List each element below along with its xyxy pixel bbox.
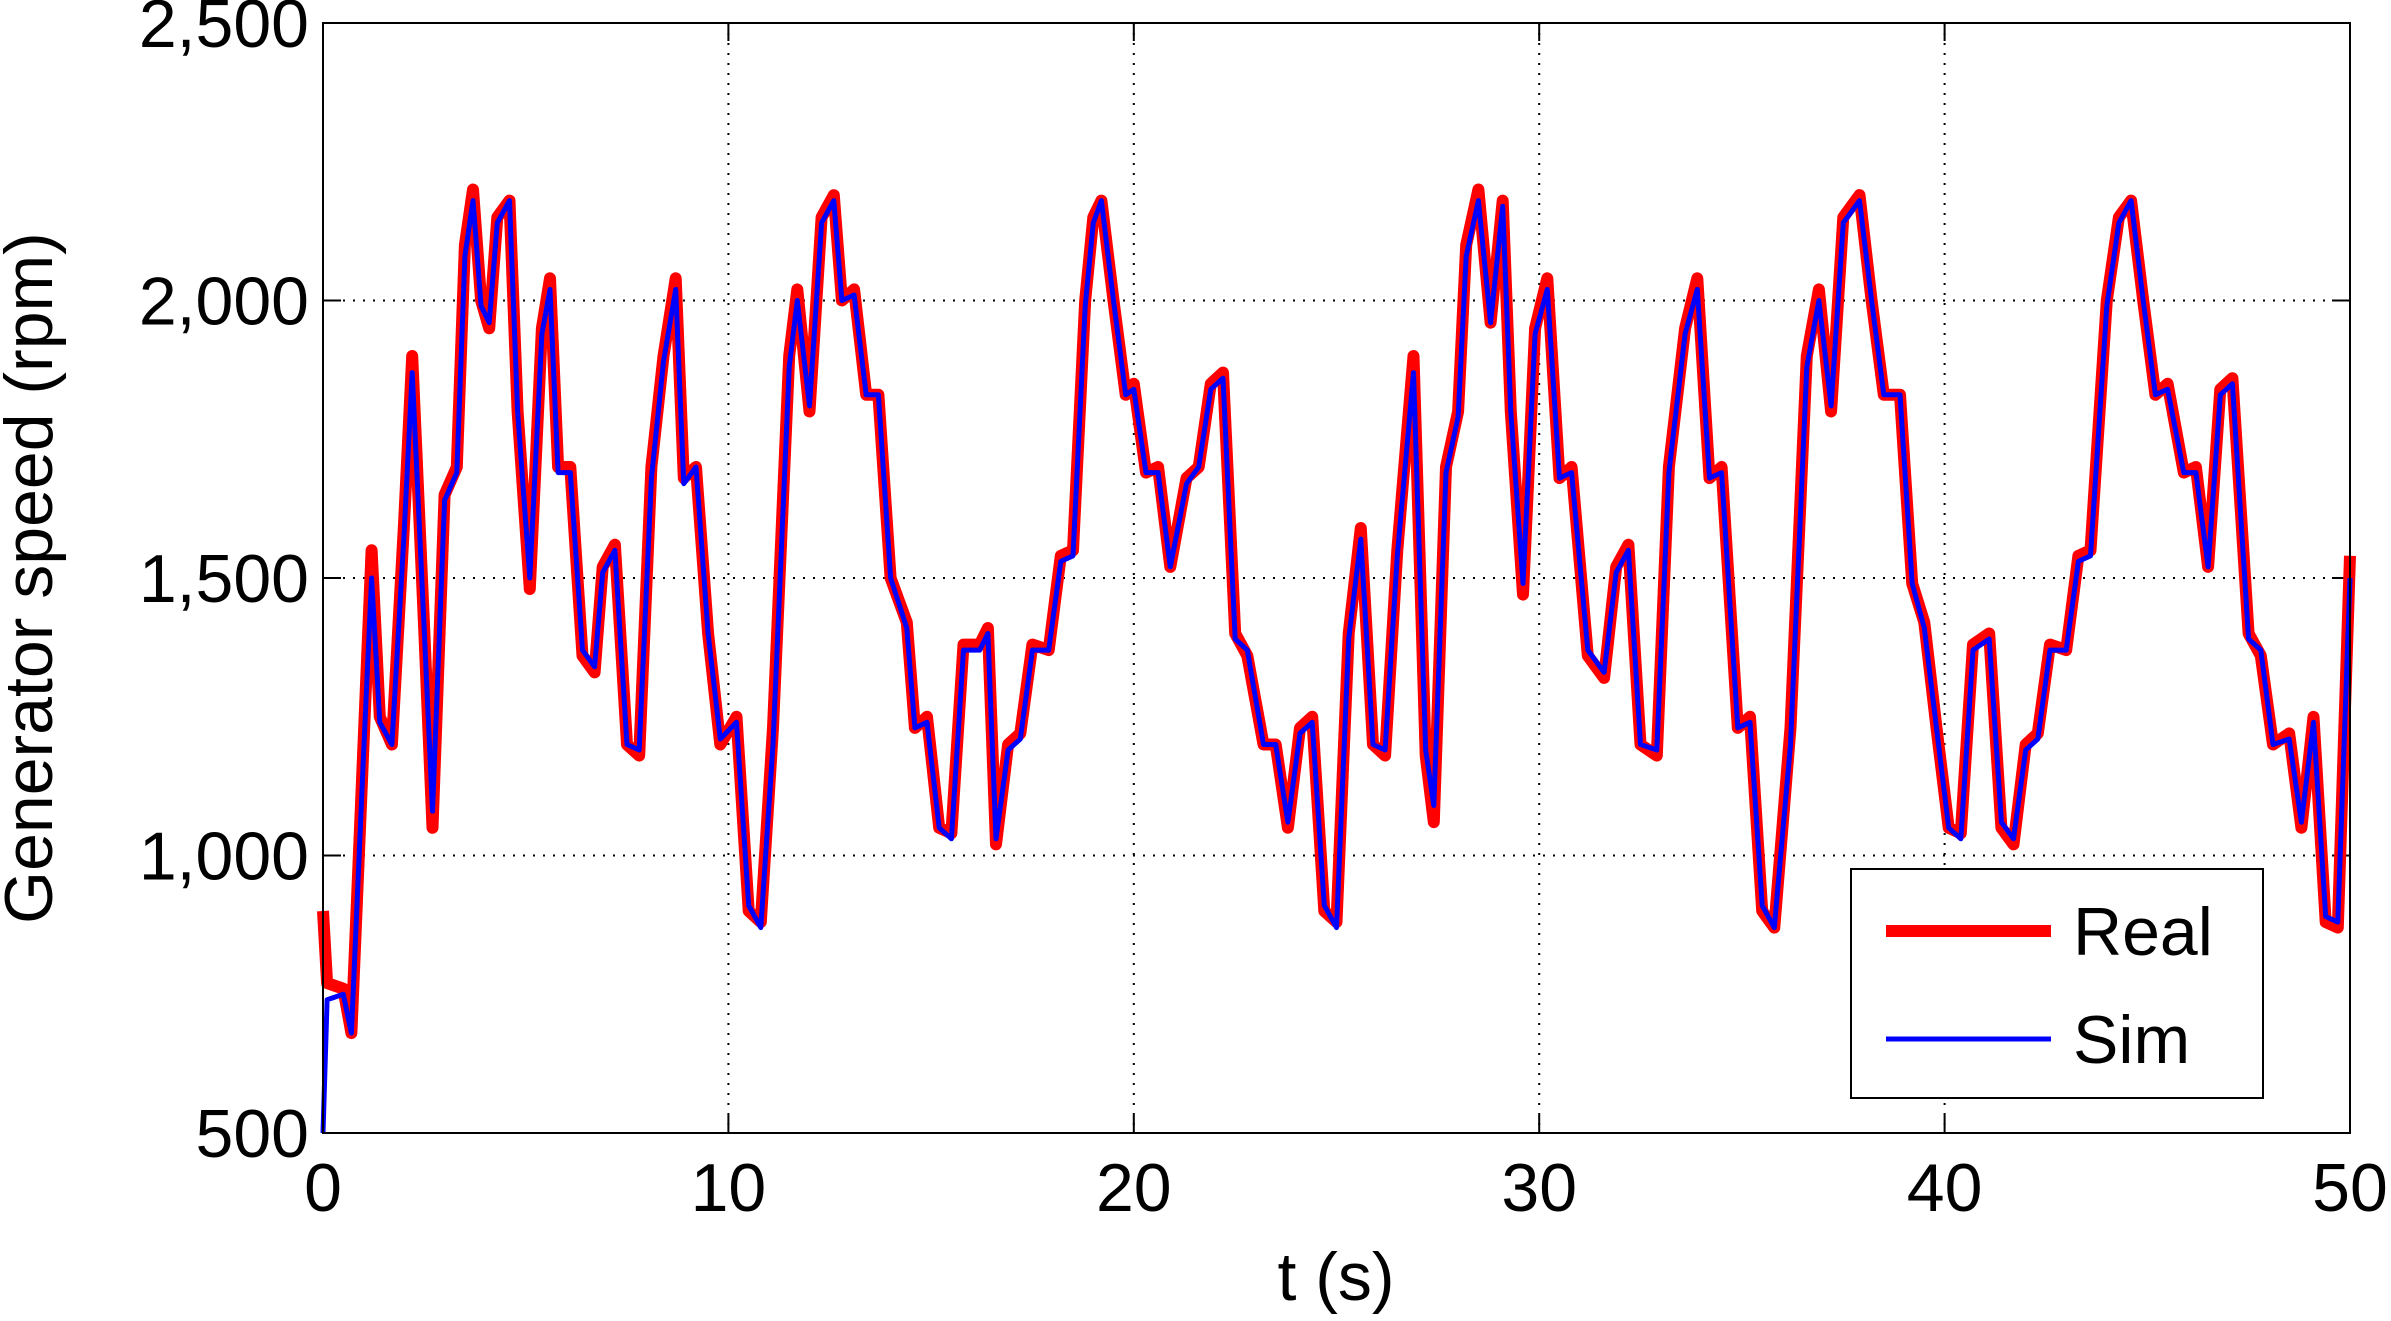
legend-label: Real xyxy=(2073,894,2213,970)
line-series xyxy=(320,198,2353,1134)
y-tick-label: 2,500 xyxy=(139,0,309,62)
x-axis-label: t (s) xyxy=(1277,1239,1394,1315)
y-tick-label: 500 xyxy=(196,1096,309,1172)
x-tick-label: 0 xyxy=(304,1150,342,1226)
legend-box xyxy=(1850,868,2264,1099)
plot-frame xyxy=(322,22,2351,1134)
y-tick-label: 1,500 xyxy=(139,541,309,617)
y-tick-label: 2,000 xyxy=(139,264,309,340)
y-axis-label: Generator speed (rpm) xyxy=(0,232,67,924)
x-tick-label: 10 xyxy=(691,1150,767,1226)
x-tick-label: 20 xyxy=(1096,1150,1172,1226)
x-tick-label: 30 xyxy=(1501,1150,1577,1226)
x-tick-label: 40 xyxy=(1907,1150,1983,1226)
x-tick-label: 50 xyxy=(2312,1150,2388,1226)
legend-label: Sim xyxy=(2073,1002,2190,1078)
y-tick-label: 1,000 xyxy=(139,819,309,895)
